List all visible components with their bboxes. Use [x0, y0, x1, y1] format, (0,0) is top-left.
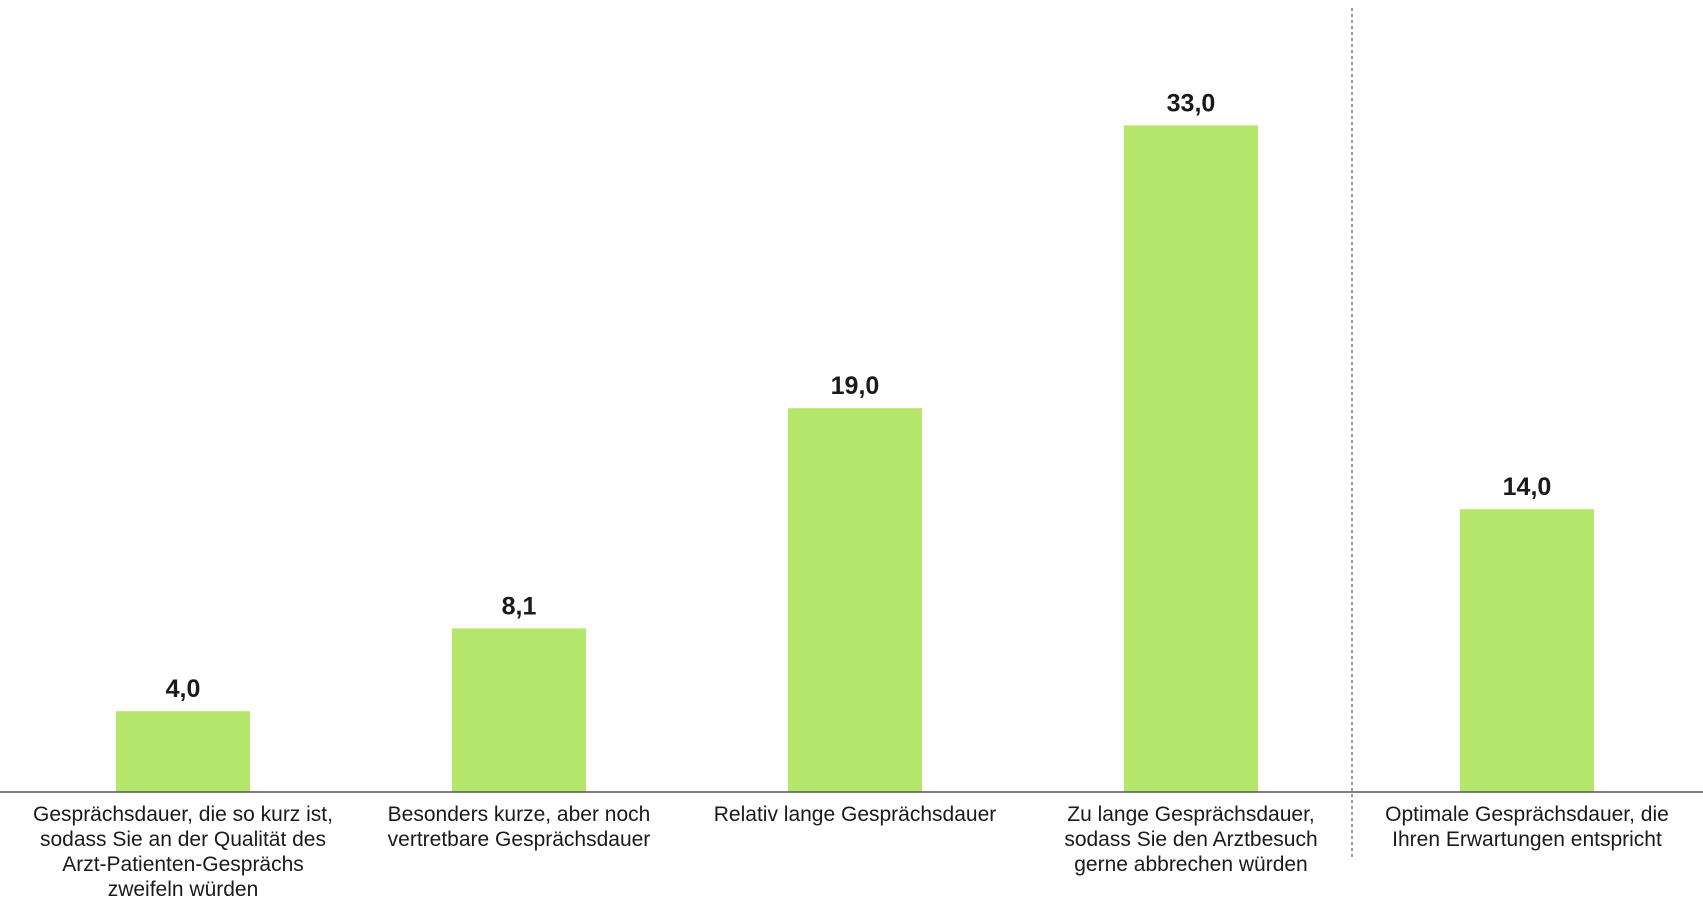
- bar-3: [1124, 125, 1258, 792]
- category-label-1: Besonders kurze, aber noch vertretbare G…: [387, 803, 651, 851]
- bar-0: [116, 711, 250, 792]
- value-label-4: 14,0: [1503, 473, 1552, 501]
- category-label-4: Optimale Gesprächsdauer, die Ihren Erwar…: [1385, 803, 1669, 851]
- value-label-3: 33,0: [1167, 89, 1216, 117]
- value-label-1: 8,1: [502, 592, 537, 620]
- bar-4: [1460, 509, 1594, 792]
- category-label-0: Gesprächsdauer, die so kurz ist, sodass …: [33, 803, 333, 901]
- bar-1: [452, 628, 586, 792]
- value-label-0: 4,0: [166, 675, 201, 703]
- bars-group: [116, 125, 1594, 792]
- bar-2: [788, 408, 922, 792]
- category-label-3: Zu lange Gesprächsdauer, sodass Sie den …: [1064, 803, 1318, 876]
- value-label-2: 19,0: [831, 372, 880, 400]
- category-label-2: Relativ lange Gesprächsdauer: [713, 803, 997, 826]
- value-labels-group: 4,0 8,1 19,0 33,0 14,0: [166, 89, 1552, 703]
